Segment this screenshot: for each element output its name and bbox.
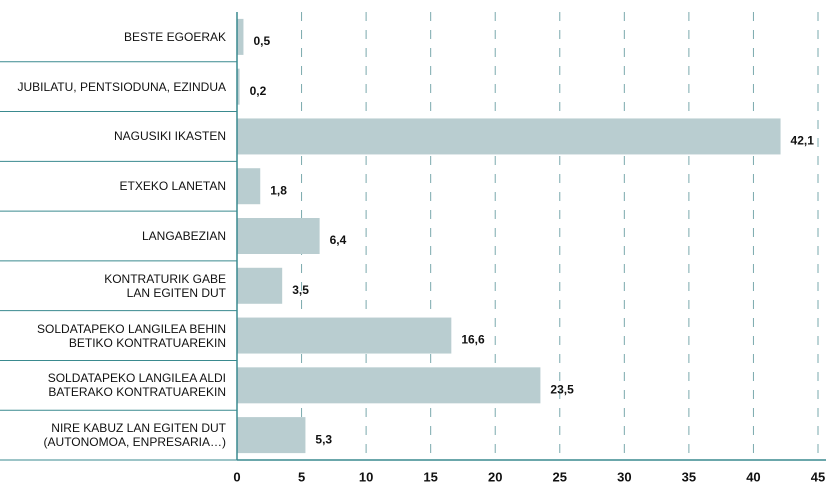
value-label: 16,6 xyxy=(461,333,485,347)
category-label: KONTRATURIK GABE LAN EGITEN DUT xyxy=(104,271,226,300)
value-label: 6,4 xyxy=(330,233,347,247)
bar xyxy=(237,118,781,155)
x-tick-label: 30 xyxy=(617,469,631,484)
bar xyxy=(237,317,452,354)
category-label: LANGABEZIAN xyxy=(141,229,226,243)
category-label: SOLDATAPEKO LANGILEA ALDI BATERAKO KONTR… xyxy=(47,371,226,400)
value-label: 0,5 xyxy=(253,34,270,48)
value-label: 3,5 xyxy=(292,283,309,297)
x-tick-label: 45 xyxy=(811,469,825,484)
category-label: NIRE KABUZ LAN EGITEN DUT (AUTONOMOA, EN… xyxy=(43,421,226,450)
x-tick-label: 10 xyxy=(359,469,373,484)
value-label: 42,1 xyxy=(791,134,815,148)
x-tick-label: 15 xyxy=(423,469,437,484)
value-label: 1,8 xyxy=(270,183,287,197)
bar xyxy=(237,218,320,254)
category-label: SOLDATAPEKO LANGILEA BEHIN BETIKO KONTRA… xyxy=(37,321,226,350)
x-tick-label: 20 xyxy=(488,469,502,484)
category-label: NAGUSIKI IKASTEN xyxy=(113,129,226,144)
category-label: JUBILATU, PENTSIODUNA, EZINDUA xyxy=(17,79,226,94)
bar xyxy=(237,18,244,55)
value-label: 0,2 xyxy=(250,84,267,98)
x-tick-label: 25 xyxy=(553,469,567,484)
bar xyxy=(237,68,240,105)
bar xyxy=(237,367,541,404)
bar xyxy=(237,267,283,304)
x-tick-label: 35 xyxy=(682,469,696,484)
bar xyxy=(237,417,306,454)
value-label: 23,5 xyxy=(550,383,574,397)
bar xyxy=(237,168,261,205)
category-label: BESTE EGOERAK xyxy=(123,29,226,44)
x-tick-label: 0 xyxy=(233,469,240,484)
category-label: ETXEKO LANETAN xyxy=(119,179,226,194)
x-tick-label: 5 xyxy=(298,469,305,484)
x-tick-label: 40 xyxy=(746,469,760,484)
value-label: 5,3 xyxy=(315,432,332,446)
